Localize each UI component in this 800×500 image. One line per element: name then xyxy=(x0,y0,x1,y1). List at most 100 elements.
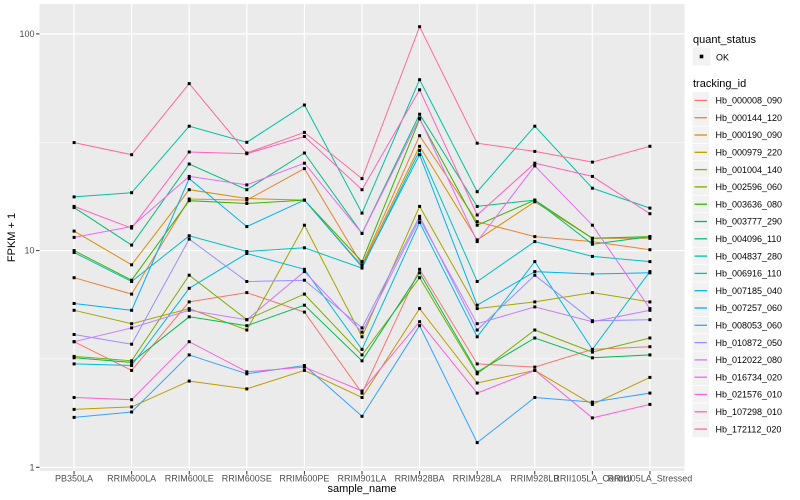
data-point xyxy=(533,124,537,128)
data-point xyxy=(475,441,479,445)
data-point xyxy=(72,204,76,208)
data-point xyxy=(590,160,594,164)
data-point xyxy=(245,198,249,202)
data-point xyxy=(360,211,364,215)
legend-entry: Hb_010872_050 xyxy=(692,334,782,351)
x-tick-label: RRIM928LA xyxy=(453,474,502,484)
legend-entry-label: Hb_021576_010 xyxy=(716,390,783,400)
data-point xyxy=(648,318,652,322)
data-point xyxy=(648,308,652,312)
legend-entry-label: Hb_008053_060 xyxy=(716,321,783,331)
data-point xyxy=(648,271,652,275)
legend-entry-label: Hb_012022_080 xyxy=(716,355,783,365)
legend-entry: Hb_004837_280 xyxy=(692,247,783,265)
data-point xyxy=(302,278,306,282)
data-point xyxy=(302,103,306,107)
legend-entry-label: Hb_006916_110 xyxy=(716,269,782,279)
data-point xyxy=(533,328,537,332)
x-tick-label: RRIM600LA xyxy=(107,474,156,484)
data-point xyxy=(648,236,652,240)
legend-entry: Hb_000979_220 xyxy=(692,143,782,161)
data-point xyxy=(187,188,191,192)
data-point xyxy=(418,88,422,92)
data-point xyxy=(72,407,76,411)
data-point xyxy=(418,307,422,311)
data-point xyxy=(302,151,306,155)
data-point xyxy=(360,359,364,363)
data-point xyxy=(360,177,364,181)
legend-entry-label: Hb_004837_280 xyxy=(716,251,783,261)
data-point xyxy=(590,356,594,360)
data-point xyxy=(130,360,134,364)
data-point xyxy=(418,134,422,138)
data-point xyxy=(648,391,652,395)
data-point xyxy=(360,231,364,235)
x-tick-label: RRIM901LA xyxy=(337,474,386,484)
x-tick-label: PB350LA xyxy=(55,474,93,484)
data-point xyxy=(72,251,76,254)
legend-entry: Hb_107298_010 xyxy=(692,403,782,420)
data-point xyxy=(360,326,364,330)
data-point xyxy=(130,280,134,283)
data-point xyxy=(245,183,249,187)
data-point xyxy=(187,177,191,181)
data-point xyxy=(187,308,191,312)
data-point xyxy=(533,260,537,264)
data-point xyxy=(475,213,479,217)
data-point xyxy=(130,364,134,367)
data-point xyxy=(360,414,364,418)
legend-entry-label: Hb_002596_060 xyxy=(716,182,783,192)
data-point xyxy=(302,161,306,165)
data-point xyxy=(245,324,249,328)
data-point xyxy=(533,161,537,165)
legend-entry: Hb_001004_140 xyxy=(692,161,782,178)
legend-entry: Hb_016734_020 xyxy=(692,368,782,386)
data-point xyxy=(418,144,422,148)
data-point xyxy=(533,396,537,399)
data-point xyxy=(475,238,479,242)
data-point xyxy=(475,370,479,374)
data-point xyxy=(418,324,422,328)
data-point xyxy=(648,307,652,311)
legend-entry: Hb_000190_090 xyxy=(692,126,782,144)
data-point xyxy=(648,212,652,216)
data-point xyxy=(245,318,249,322)
data-point xyxy=(360,260,364,264)
x-tick-label: RRIM600PE xyxy=(279,474,329,484)
data-point xyxy=(130,322,134,326)
legend-entry: Hb_006916_110 xyxy=(692,265,782,282)
data-point xyxy=(187,199,191,203)
data-point xyxy=(590,236,594,240)
data-point xyxy=(245,370,249,374)
data-point xyxy=(72,333,76,336)
data-point xyxy=(360,188,364,192)
data-point xyxy=(533,198,537,202)
data-point xyxy=(187,197,191,201)
data-point xyxy=(187,307,191,311)
legend-entry: Hb_000144_120 xyxy=(692,109,782,126)
data-point xyxy=(302,246,306,250)
data-point xyxy=(302,130,306,134)
data-point xyxy=(475,190,479,194)
data-point xyxy=(302,198,306,202)
data-point xyxy=(648,336,652,340)
data-point xyxy=(360,347,364,351)
data-point xyxy=(130,342,134,346)
legend-entry: Hb_012022_080 xyxy=(692,351,783,368)
data-point xyxy=(533,300,537,304)
data-point xyxy=(590,174,594,178)
data-point xyxy=(130,398,134,402)
data-point xyxy=(360,391,364,395)
legend-entry-label: Hb_003777_290 xyxy=(716,217,783,227)
data-point xyxy=(302,267,306,271)
data-point xyxy=(72,362,76,366)
data-point xyxy=(533,336,537,340)
axes: 1 10 100 PB350LA RRIM600LA RRIM600LE RRIM600SE… xyxy=(19,29,692,484)
data-point xyxy=(187,150,191,154)
data-point xyxy=(418,204,422,208)
data-point xyxy=(187,82,191,86)
x-tick-label: RRIM600LE xyxy=(165,474,214,484)
data-point xyxy=(475,391,479,395)
